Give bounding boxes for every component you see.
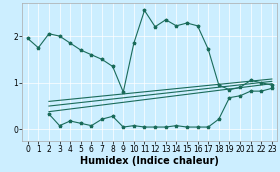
X-axis label: Humidex (Indice chaleur): Humidex (Indice chaleur)	[80, 156, 219, 166]
